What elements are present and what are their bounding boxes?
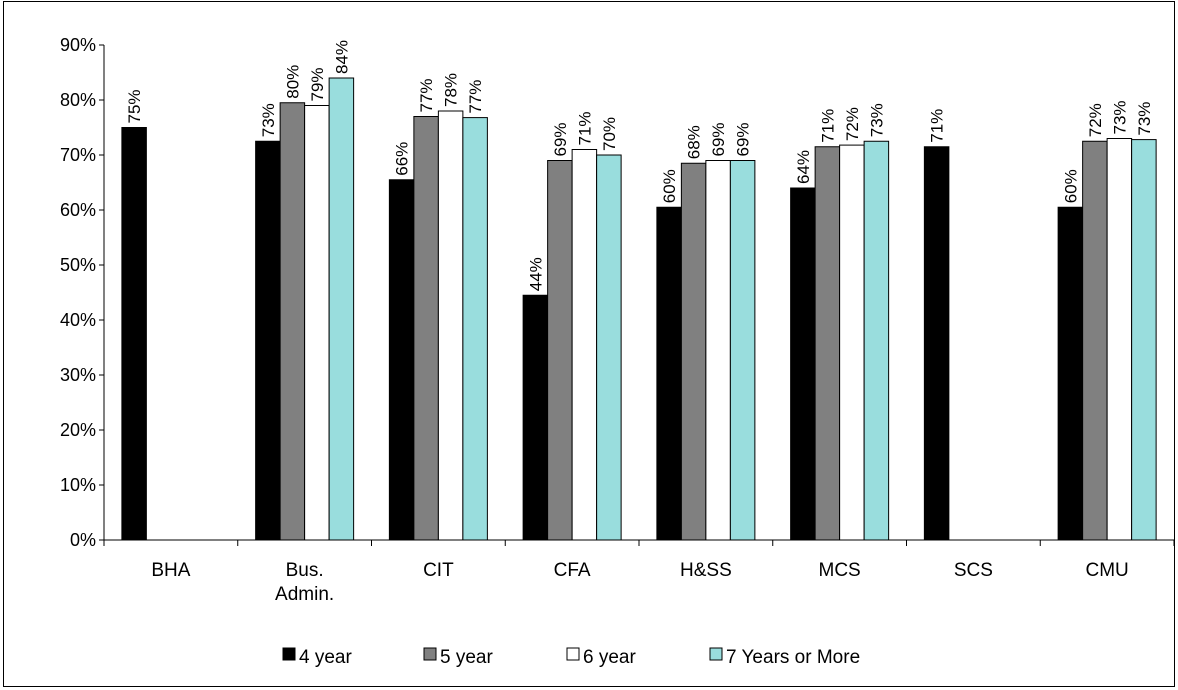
bar-7-years-or-more-mcs [863,140,890,541]
data-label: 60% [1061,169,1080,203]
bar-4-year-scs [923,146,950,541]
data-label: 72% [1086,103,1105,137]
y-tick-label: 20% [60,420,96,440]
data-label: 71% [928,109,947,143]
data-label: 69% [734,122,753,156]
bar-5-year-h-ss [680,162,707,541]
data-label: 75% [125,89,144,123]
legend-label-5-year: 5 year [440,647,493,668]
data-label: 71% [575,111,594,145]
bar-4-year-mcs [790,187,816,541]
bar-6-year-bus-admin [304,105,330,541]
bar-7-years-or-more-cfa [596,154,622,541]
category-label-cmu: CMU [1085,560,1128,581]
bar-4-year-h-ss [656,206,682,541]
bar-5-year-cmu [1082,140,1108,541]
bar-6-year-cmu [1106,138,1133,541]
y-tick-label: 80% [60,90,96,110]
y-tick-label: 40% [60,310,96,330]
category-label-cfa: CFA [554,560,591,581]
data-label: 71% [818,109,837,143]
data-label: 60% [660,169,679,203]
bar-7-years-or-more-cit [462,117,488,541]
data-label: 44% [526,257,545,291]
y-tick-label: 0% [70,530,96,550]
bar-5-year-cit [413,116,439,541]
category-label-bus-admin: Bus. Admin. [275,560,334,605]
bar-5-year-cfa [547,160,573,541]
data-label: 69% [551,122,570,156]
bar-4-year-cit [388,179,415,541]
data-label: 66% [393,142,412,176]
legend-swatch-5-year [423,647,437,661]
bar-7-years-or-more-bus-admin [328,77,355,541]
bar-7-years-or-more-h-ss [729,160,756,541]
data-label: 78% [442,73,461,107]
y-tick-label: 50% [60,255,96,275]
bar-6-year-cit [437,110,464,541]
data-label: 73% [259,103,278,137]
y-tick-label: 90% [60,35,96,55]
data-label: 79% [308,67,327,101]
data-label: 69% [709,122,728,156]
legend-label-4-year: 4 year [299,647,352,668]
data-label: 77% [417,78,436,112]
bar-4-year-bha [121,127,147,541]
bar-7-years-or-more-cmu [1131,139,1157,541]
data-label: 80% [283,65,302,99]
data-label: 84% [332,40,351,74]
bar-5-year-mcs [814,146,841,541]
bar-6-year-h-ss [705,160,731,541]
data-label: 68% [685,125,704,159]
data-label: 73% [1135,102,1154,136]
y-tick-label: 60% [60,200,96,220]
bar-4-year-cfa [522,294,549,541]
legend-label-7-years-or-more: 7 Years or More [726,647,860,668]
category-label-mcs: MCS [819,560,861,581]
legend-label-6-year: 6 year [583,647,636,668]
legend-swatch-7-years-or-more [709,647,723,661]
y-tick-label: 70% [60,145,96,165]
bar-4-year-cmu [1057,206,1084,541]
category-label-scs: SCS [954,560,993,581]
y-tick-label: 10% [60,475,96,495]
data-label: 73% [1110,100,1129,134]
category-label-h-ss: H&SS [680,560,732,581]
bar-5-year-bus-admin [279,102,306,541]
data-label: 70% [600,117,619,151]
bar-6-year-cfa [571,149,598,541]
category-label-cit: CIT [423,560,454,581]
y-tick-label: 30% [60,365,96,385]
data-label: 73% [867,103,886,137]
data-label: 64% [794,150,813,184]
legend-swatch-4-year [282,647,296,661]
legend-swatch-6-year [566,647,580,661]
bar-4-year-bus-admin [255,140,281,541]
data-label: 72% [843,107,862,141]
bar-6-year-mcs [839,144,865,541]
category-label-bha: BHA [151,560,190,581]
data-label: 77% [466,80,485,114]
